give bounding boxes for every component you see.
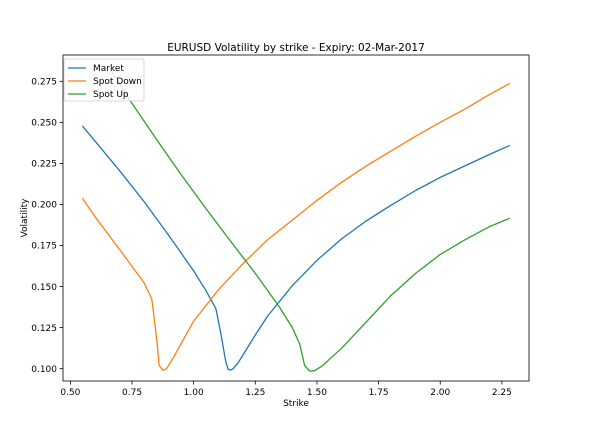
plot-area: 0.50 0.75 1.00 1.25 1.50 1.75 2.00 2.25 0.1000.… — [31, 54, 530, 398]
x-axis-label: Strike — [283, 399, 309, 409]
y-tick-label: 0.175 — [31, 242, 57, 252]
series-layer — [82, 71, 510, 372]
x-tick-label: 1.25 — [245, 388, 265, 398]
plot-frame — [62, 54, 530, 382]
y-tick-label: 0.150 — [31, 283, 57, 293]
legend-box — [63, 58, 145, 102]
y-tick-label: 0.275 — [31, 77, 57, 87]
legend-label: Market — [93, 64, 124, 74]
y-axis: 0.100 0.125 0.150 0.175 0.200 0.225 0.250 0.275 — [31, 77, 63, 375]
chart-title: EURUSD Volatility by strike - Expiry: 02… — [167, 42, 425, 54]
y-axis-label: Volatility — [20, 198, 30, 238]
x-tick-label: 2.25 — [492, 388, 512, 398]
y-tick-label: 0.250 — [31, 119, 57, 129]
series-line-spot-down — [82, 83, 510, 371]
y-tick-label: 0.100 — [31, 365, 57, 375]
series-line-market — [82, 125, 510, 371]
y-tick-label: 0.125 — [31, 324, 57, 334]
legend: Market Spot Down Spot Up — [63, 58, 145, 102]
series-line-spot-up — [111, 71, 510, 372]
x-tick-label: 1.50 — [307, 388, 327, 398]
x-tick-label: 2.00 — [430, 388, 450, 398]
x-axis: 0.50 0.75 1.00 1.25 1.50 1.75 2.00 2.25 — [60, 381, 512, 398]
x-tick-label: 0.50 — [60, 388, 80, 398]
y-tick-label: 0.225 — [31, 160, 57, 170]
x-tick-label: 0.75 — [122, 388, 142, 398]
x-tick-label: 1.75 — [369, 388, 389, 398]
x-tick-label: 1.00 — [184, 388, 204, 398]
legend-label: Spot Up — [93, 90, 129, 100]
legend-label: Spot Down — [93, 77, 142, 87]
y-tick-label: 0.200 — [31, 201, 57, 211]
